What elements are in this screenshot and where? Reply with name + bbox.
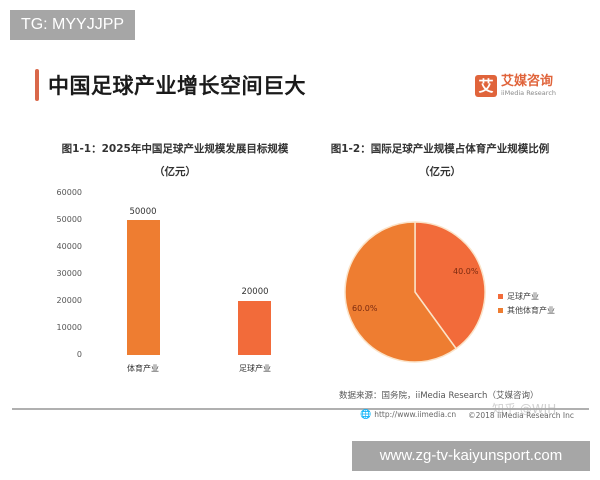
pie-chart-subtitle: （亿元） xyxy=(419,166,461,178)
pie-chart-title: 图1-2：国际足球产业规模占体育产业规模比例 （亿元） xyxy=(320,141,560,179)
url-watermark-badge: www.zg-tv-kaiyunsport.com xyxy=(352,441,590,471)
legend-label: 其他体育产业 xyxy=(507,305,555,315)
footer-url: 🌐 http://www.iimedia.cn xyxy=(360,410,456,420)
globe-icon: 🌐 xyxy=(360,410,372,420)
legend-swatch-icon xyxy=(498,293,503,299)
y-tick: 30000 xyxy=(56,269,82,278)
logo-name-cn: 艾媒咨询 xyxy=(501,73,554,89)
bar-chart-title: 图1-1：2025年中国足球产业规模发展目标规模 （亿元） xyxy=(60,141,290,179)
bar-value-label: 20000 xyxy=(241,287,269,297)
y-tick: 60000 xyxy=(56,188,82,197)
y-tick: 0 xyxy=(76,350,82,359)
bar-category-label: 体育产业 xyxy=(127,364,159,373)
bar-category-label: 足球产业 xyxy=(239,364,271,373)
footer: 🌐 http://www.iimedia.cn ©2018 iiMedia Res… xyxy=(360,410,574,420)
legend-item-football: 足球产业 xyxy=(498,289,555,303)
iimedia-logo: 艾 艾媒咨询 iiMedia Research xyxy=(475,71,556,101)
pie-legend: 足球产业 其他体育产业 xyxy=(498,289,555,317)
legend-item-other: 其他体育产业 xyxy=(498,303,555,317)
footer-divider xyxy=(12,408,589,410)
pie-chart xyxy=(344,221,486,363)
footer-url-text: http://www.iimedia.cn xyxy=(374,410,457,419)
bar-value-label: 50000 xyxy=(129,207,157,217)
y-tick: 20000 xyxy=(56,296,82,305)
page-title: 中国足球产业增长空间巨大 xyxy=(48,74,306,98)
bar-chart-title-text: 图1-1：2025年中国足球产业规模发展目标规模 xyxy=(61,143,289,155)
pie-label-football: 40.0% xyxy=(453,267,479,276)
legend-swatch-icon xyxy=(498,307,503,313)
pie-chart-title-text: 图1-2：国际足球产业规模占体育产业规模比例 xyxy=(330,143,550,155)
data-source: 数据来源：国务院，iiMedia Research（艾媒咨询） xyxy=(339,391,539,401)
bar-football-industry xyxy=(238,301,271,355)
y-tick: 50000 xyxy=(56,215,82,224)
y-tick: 10000 xyxy=(56,323,82,332)
pie-label-other: 60.0% xyxy=(352,304,378,313)
bar-sports-industry xyxy=(127,220,160,355)
bar-chart-subtitle: （亿元） xyxy=(154,166,196,178)
logo-mark-icon: 艾 xyxy=(475,75,497,97)
zhihu-watermark: 知乎 @WJH xyxy=(492,402,557,416)
pie-slice-other-sports xyxy=(344,221,458,363)
y-tick: 40000 xyxy=(56,242,82,251)
pie-slice-football xyxy=(414,221,486,350)
tg-watermark-badge: TG: MYYJJPP xyxy=(10,10,135,40)
footer-copyright: ©2018 iiMedia Research Inc xyxy=(468,410,575,420)
legend-label: 足球产业 xyxy=(507,291,539,301)
title-accent-bar xyxy=(35,69,39,101)
logo-name-en: iiMedia Research xyxy=(501,88,557,97)
